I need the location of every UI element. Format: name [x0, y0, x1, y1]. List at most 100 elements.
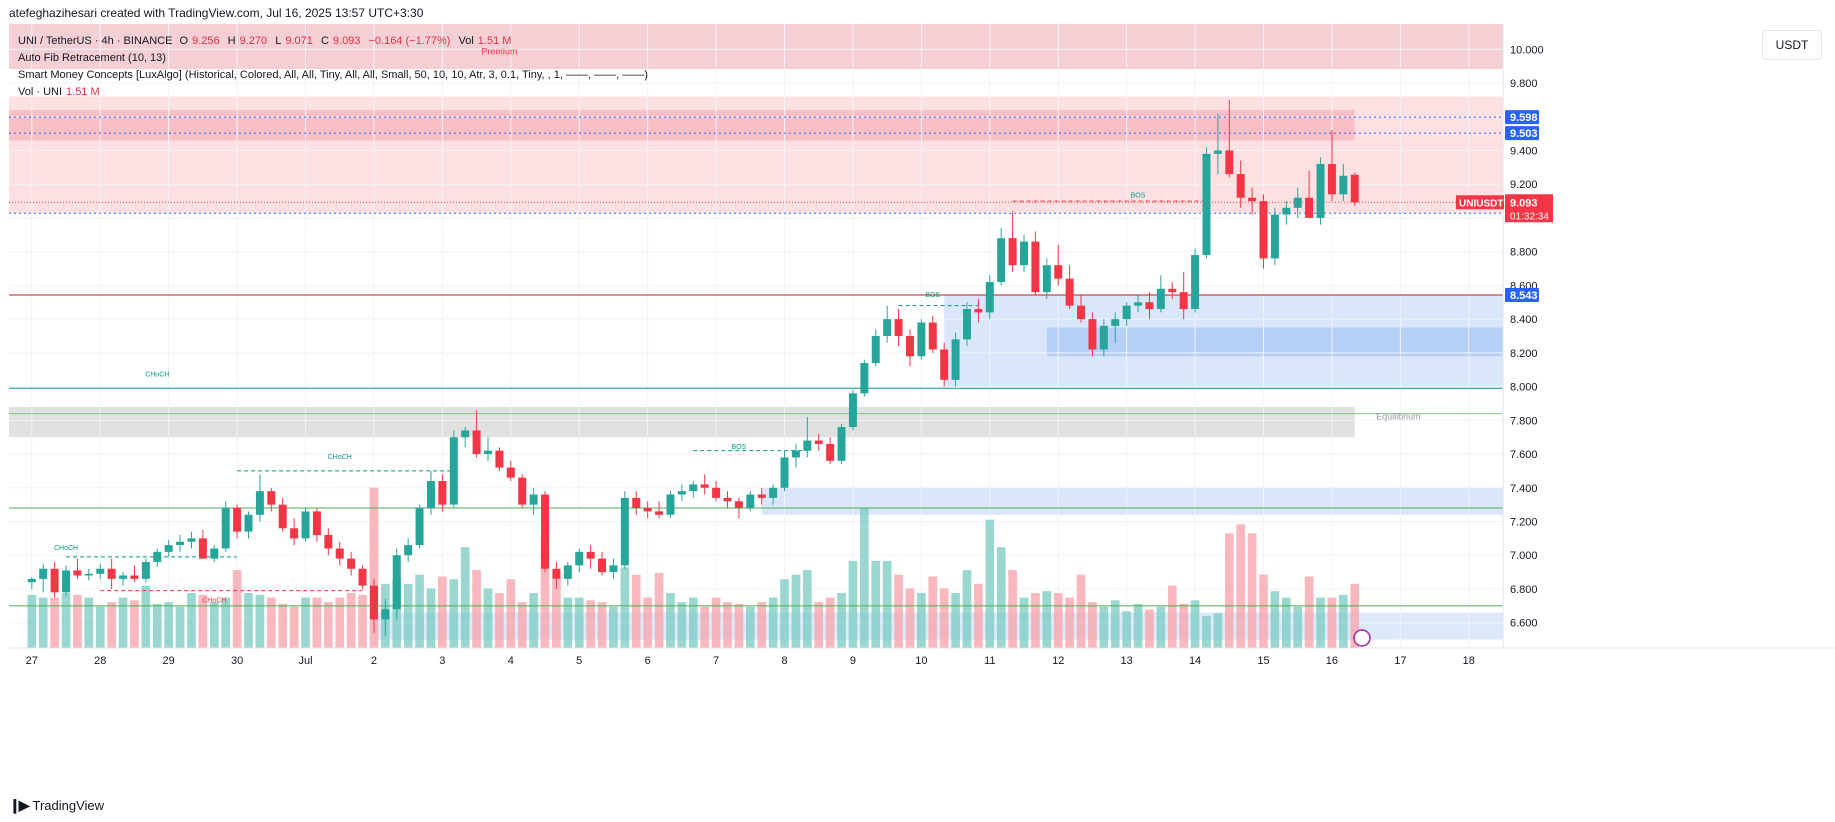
- candle-body: [187, 538, 196, 542]
- volume-bar: [1031, 593, 1040, 648]
- volume-bar: [951, 593, 960, 648]
- volume-bar: [187, 593, 196, 648]
- volume-bar: [1339, 594, 1348, 648]
- legend-indicator-fib[interactable]: Auto Fib Retracement (10, 13): [18, 52, 166, 64]
- candle-body: [552, 568, 561, 579]
- volume-bar: [734, 604, 744, 648]
- y-tick-label: 8.000: [1510, 382, 1538, 394]
- volume-bar: [1281, 597, 1291, 648]
- candle-body: [1236, 174, 1245, 198]
- legend-high: 9.270: [239, 35, 268, 47]
- legend-indicator-smc[interactable]: Smart Money Concepts [LuxAlgo] (Historic…: [18, 69, 648, 81]
- volume-bar: [586, 600, 595, 648]
- y-tick-label: 6.800: [1510, 584, 1538, 596]
- volume-bar: [654, 572, 664, 648]
- candle-body: [905, 336, 914, 357]
- volume-bar: [791, 574, 801, 648]
- legend-vol-label: Vol: [458, 35, 474, 47]
- volume-bar: [894, 574, 903, 648]
- x-tick-label: 5: [576, 655, 582, 667]
- candle-body: [50, 568, 59, 593]
- volume-bar: [905, 588, 915, 648]
- legend-volume-value: 1.51 M: [66, 86, 100, 98]
- y-tick-label: 8.200: [1510, 348, 1538, 360]
- volume-bar: [517, 602, 527, 648]
- x-tick-label: 3: [439, 655, 445, 667]
- price-tag-countdown: 01:32:34: [1510, 211, 1549, 222]
- volume-bar: [323, 602, 333, 648]
- candle-body: [381, 609, 390, 620]
- candle-body: [791, 450, 800, 458]
- volume-bar: [141, 585, 151, 648]
- candle-body: [951, 339, 960, 380]
- candle-body: [769, 487, 778, 498]
- candle-body: [848, 393, 857, 428]
- x-tick-label: 8: [781, 655, 787, 667]
- equilibrium-zone: [9, 406, 1355, 438]
- volume-bar: [631, 574, 641, 648]
- candle-body: [620, 497, 629, 566]
- candle-body: [894, 319, 903, 336]
- candle-body: [312, 511, 321, 536]
- candle-body: [119, 575, 128, 579]
- volume-bar: [1270, 591, 1280, 648]
- chart-credit: atefeghazihesari created with TradingVie…: [9, 6, 424, 20]
- y-tick-label: 7.000: [1510, 550, 1538, 562]
- volume-bar: [1088, 602, 1097, 648]
- legend-change: −0.164 (−1.77%): [368, 35, 451, 47]
- candle-body: [609, 565, 618, 573]
- equilibrium-label: Equilibrium: [1376, 411, 1421, 421]
- volume-bar: [438, 576, 447, 648]
- legend-volume[interactable]: Vol · UNI 1.51 M: [18, 86, 105, 98]
- x-tick-label: 12: [1052, 655, 1064, 667]
- candle-body: [734, 501, 743, 509]
- candle-body: [426, 481, 435, 509]
- candle-body: [415, 508, 424, 546]
- level-tag: [1505, 126, 1539, 141]
- volume-bar: [609, 606, 618, 648]
- legend-l-label: L: [275, 35, 282, 47]
- level-tag-value: 9.503: [1510, 128, 1538, 140]
- candles-layer: [27, 99, 1359, 637]
- candle-body: [495, 450, 504, 468]
- candle-body: [39, 568, 48, 579]
- volume-bar: [552, 579, 561, 648]
- x-tick-label: 17: [1394, 655, 1406, 667]
- volume-bar: [346, 593, 356, 648]
- x-tick-label: 29: [163, 655, 175, 667]
- legend-vol: 1.51 M: [477, 35, 512, 47]
- y-tick-label: 7.400: [1510, 483, 1538, 495]
- candle-body: [1282, 207, 1291, 215]
- legend-open: 9.256: [192, 35, 220, 47]
- volume-bar: [289, 606, 299, 648]
- candle-body: [814, 440, 823, 444]
- legend-o-label: O: [179, 35, 189, 47]
- x-tick-label: 18: [1463, 655, 1475, 667]
- candle-body: [392, 555, 401, 610]
- volume-bar: [688, 597, 698, 648]
- volume-bar: [939, 588, 949, 648]
- volume-bar: [1247, 533, 1257, 648]
- choch-label: CHoCH: [328, 454, 352, 461]
- volume-bar: [540, 538, 550, 648]
- volume-bar: [1236, 524, 1246, 648]
- currency-selector-button[interactable]: USDT: [1762, 30, 1822, 60]
- candle-body: [1213, 150, 1222, 154]
- candle-body: [267, 491, 276, 505]
- volume-bar: [312, 597, 322, 648]
- structure-layer: Premium Equilibrium CHoCH CHoCH CHoCH CHoCH BO…: [9, 46, 1503, 607]
- candle-body: [860, 362, 869, 394]
- x-tick-label: 27: [26, 655, 38, 667]
- volume-bar: [1053, 593, 1063, 648]
- volume-bar: [1304, 576, 1314, 648]
- volume-bar: [1327, 597, 1337, 648]
- x-tick-label: 15: [1257, 655, 1269, 667]
- candle-body: [27, 578, 36, 583]
- volume-bar: [677, 602, 687, 648]
- x-tick-label: 30: [231, 655, 243, 667]
- candle-body: [84, 573, 93, 576]
- volume-bar: [1156, 606, 1166, 648]
- x-tick-label: 9: [850, 655, 856, 667]
- candle-body: [1065, 278, 1074, 306]
